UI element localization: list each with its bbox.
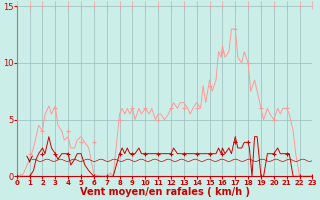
X-axis label: Vent moyen/en rafales ( km/h ): Vent moyen/en rafales ( km/h ) (80, 187, 250, 197)
